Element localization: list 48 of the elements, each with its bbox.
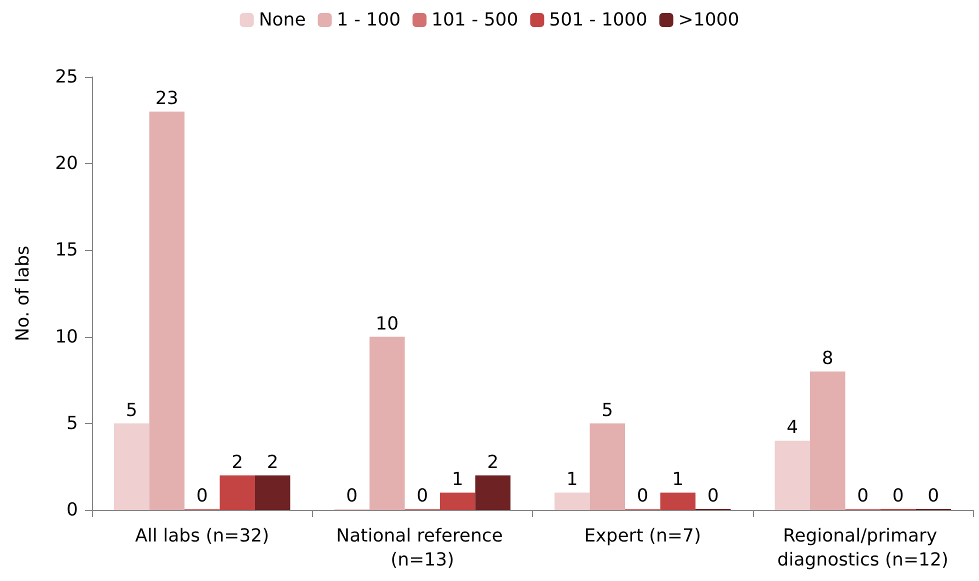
bar xyxy=(554,492,590,510)
y-tick-label: 15 xyxy=(55,240,78,261)
x-tick-label: All labs (n=32) xyxy=(135,526,270,546)
y-tick-label: 10 xyxy=(55,326,78,348)
y-tick-label: 20 xyxy=(55,153,78,174)
bar xyxy=(370,336,405,510)
legend-label: 101 - 500 xyxy=(432,10,518,30)
data-label: 1 xyxy=(566,469,578,490)
bar xyxy=(149,112,185,510)
legend-label: 1 - 100 xyxy=(336,10,401,30)
legend-label: >1000 xyxy=(678,10,740,30)
data-label: 0 xyxy=(346,486,358,506)
data-label: 23 xyxy=(155,88,178,110)
data-label: 2 xyxy=(266,452,278,473)
data-label: 2 xyxy=(232,452,244,473)
legend-label: 501 - 1000 xyxy=(549,10,648,30)
x-tick-label: Expert (n=7) xyxy=(584,526,701,546)
data-label: 0 xyxy=(857,486,869,506)
bar xyxy=(590,423,626,510)
legend-label: None xyxy=(258,10,306,30)
data-label: 5 xyxy=(602,400,614,421)
data-label: 5 xyxy=(126,400,138,421)
data-label: 0 xyxy=(416,486,428,506)
data-label: 8 xyxy=(822,348,834,369)
y-tick-label: 0 xyxy=(66,500,78,520)
bar xyxy=(220,475,255,510)
data-label: 4 xyxy=(786,417,798,438)
x-tick-label: Regional/primary diagnostics (n=12) xyxy=(777,526,948,570)
bar xyxy=(774,440,810,510)
data-label: 1 xyxy=(672,469,684,490)
x-tick-label: National reference (n=13) xyxy=(336,526,509,570)
data-label: 2 xyxy=(487,452,499,473)
bar xyxy=(810,371,846,510)
bar xyxy=(660,492,696,510)
data-label: 0 xyxy=(707,486,719,506)
y-axis-title: No. of labs xyxy=(12,246,34,342)
y-tick-label: 5 xyxy=(66,412,78,434)
data-label: 0 xyxy=(636,486,648,506)
y-tick-label: 25 xyxy=(55,66,78,88)
bar xyxy=(254,475,290,510)
data-label: 10 xyxy=(376,313,399,334)
data-label: 0 xyxy=(196,486,208,506)
bar xyxy=(114,423,150,510)
bar xyxy=(440,492,476,510)
data-label: 1 xyxy=(452,469,464,490)
data-label: 0 xyxy=(928,486,940,506)
bar xyxy=(475,475,510,510)
data-label: 0 xyxy=(892,486,904,506)
